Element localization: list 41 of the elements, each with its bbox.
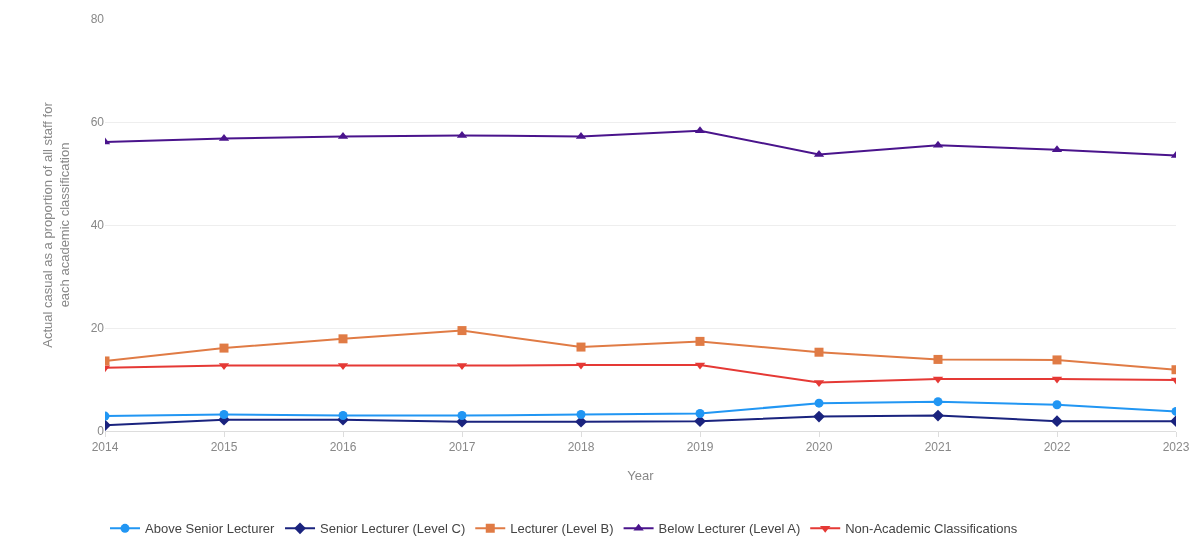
y-axis-title: Actual casual as a proportion of all staff for each academic classification bbox=[39, 101, 72, 348]
point bbox=[219, 343, 229, 353]
x-tick-label: 2022 bbox=[1043, 440, 1071, 455]
x-tick-label: 2015 bbox=[210, 440, 238, 455]
point bbox=[814, 347, 824, 357]
x-tick-label: 2014 bbox=[91, 440, 119, 455]
x-tick-label: 2019 bbox=[686, 440, 714, 455]
legend-label: Lecturer (Level B) bbox=[510, 521, 614, 537]
x-tick-label: 2018 bbox=[567, 440, 595, 455]
x-axis-title: Year bbox=[627, 468, 655, 483]
point bbox=[219, 410, 229, 420]
point bbox=[695, 336, 705, 346]
x-tick-label: 2021 bbox=[924, 440, 952, 455]
x-tick-label: 2017 bbox=[448, 440, 476, 455]
x-tick-label: 2020 bbox=[805, 440, 833, 455]
point bbox=[576, 410, 586, 420]
point bbox=[457, 326, 467, 336]
point bbox=[457, 411, 467, 421]
point bbox=[933, 397, 943, 407]
x-tick-label: 2023 bbox=[1162, 440, 1190, 455]
y-tick-label: 0 bbox=[97, 424, 105, 439]
point bbox=[1052, 400, 1062, 410]
point bbox=[1051, 415, 1063, 428]
point bbox=[695, 408, 705, 418]
y-tick-label: 80 bbox=[90, 12, 105, 27]
y-tick-label: 20 bbox=[90, 321, 105, 336]
point bbox=[338, 334, 348, 344]
x-tick-label: 2016 bbox=[329, 440, 357, 455]
point bbox=[932, 409, 944, 422]
point bbox=[1052, 355, 1062, 365]
point bbox=[933, 354, 943, 364]
legend-label: Non-Academic Classifications bbox=[845, 521, 1018, 537]
point bbox=[338, 411, 348, 421]
legend-label: Above Senior Lecturer bbox=[145, 521, 276, 537]
point bbox=[813, 410, 825, 423]
point bbox=[814, 398, 824, 408]
point bbox=[576, 342, 586, 352]
y-tick-label: 60 bbox=[90, 115, 105, 130]
legend-label: Senior Lecturer (Level C) bbox=[320, 521, 466, 537]
y-tick-label: 40 bbox=[90, 218, 105, 233]
legend-label: Below Lecturer (Level A) bbox=[658, 521, 801, 537]
